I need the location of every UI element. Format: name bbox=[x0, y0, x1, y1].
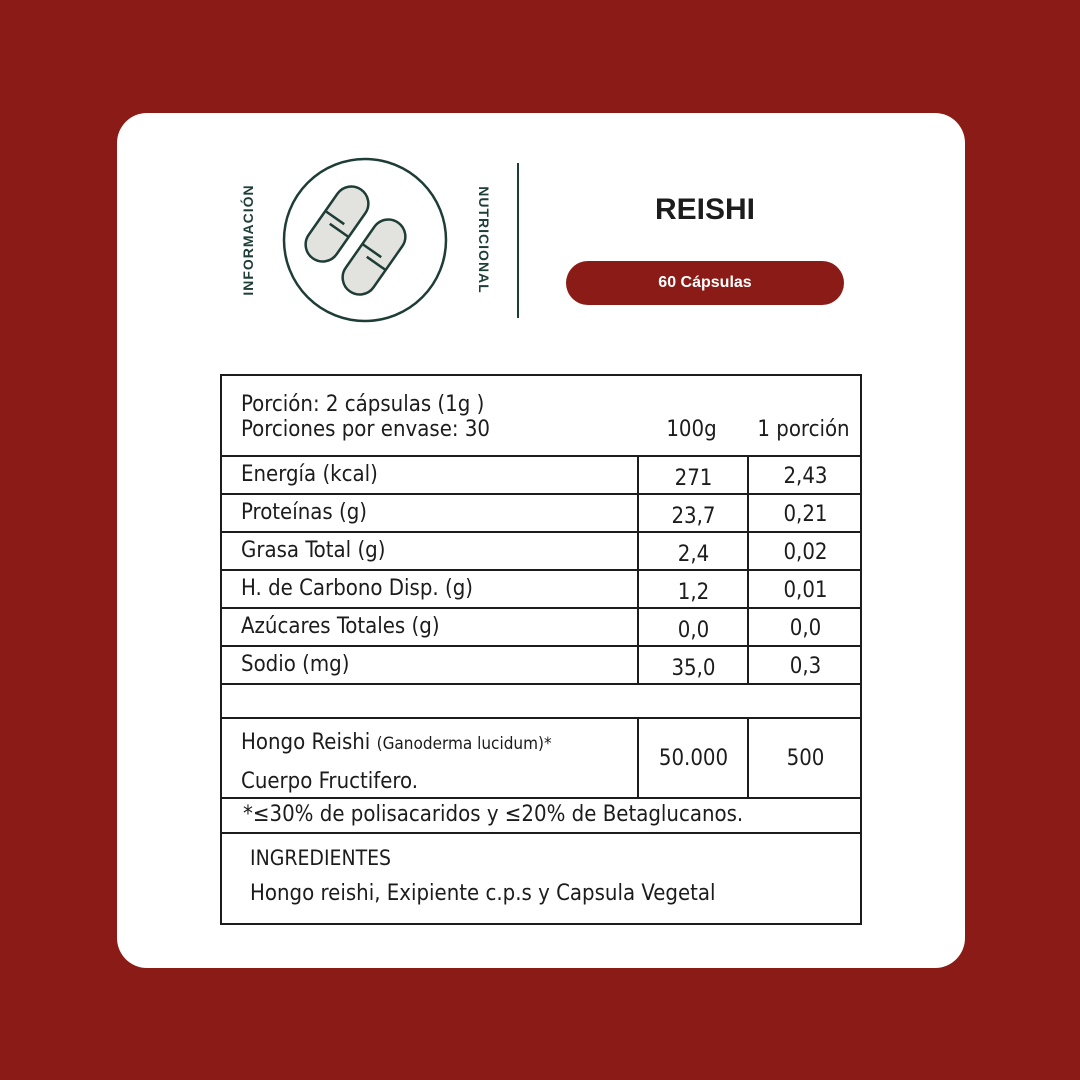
empty-row bbox=[222, 683, 860, 719]
ingredients-title: INGREDIENTES bbox=[250, 846, 392, 870]
value-portion: 0,01 bbox=[747, 571, 862, 607]
nutrient-label: Energía (kcal) bbox=[241, 462, 378, 487]
value-100g: 23,7 bbox=[637, 495, 748, 531]
footnote-row: *≤30% de polisacaridos y ≤20% de Betaglu… bbox=[222, 799, 860, 834]
value-100g: 0,0 bbox=[637, 609, 748, 645]
divider bbox=[517, 163, 519, 318]
capsules-icon bbox=[282, 157, 448, 323]
value-portion: 0,0 bbox=[747, 609, 862, 645]
value-portion: 0,02 bbox=[747, 533, 862, 569]
nutrient-label: Proteínas (g) bbox=[241, 500, 368, 525]
product-title: REISHI bbox=[654, 193, 756, 226]
nutrient-row: Sodio (mg) 35,0 0,3 bbox=[222, 647, 860, 685]
nutrient-label: H. de Carbono Disp. (g) bbox=[241, 576, 474, 601]
nutrition-table: Porción: 2 cápsulas (1g ) Porciones por … bbox=[220, 374, 862, 925]
value-100g: 1,2 bbox=[637, 571, 748, 607]
hongo-row: Hongo Reishi (Ganoderma lucidum)* Cuerpo… bbox=[222, 719, 860, 799]
value-100g: 2,4 bbox=[637, 533, 748, 569]
value-100g: 271 bbox=[637, 457, 748, 493]
value-portion: 2,43 bbox=[747, 457, 862, 493]
nutrient-row: Grasa Total (g) 2,4 0,02 bbox=[222, 533, 860, 571]
hongo-100g: 50.000 bbox=[637, 719, 748, 797]
hongo-part: Cuerpo Fructifero. bbox=[241, 769, 419, 794]
nutricional-label: NUTRICIONAL bbox=[476, 186, 492, 294]
ingredients-list: Hongo reishi, Exipiente c.p.s y Capsula … bbox=[250, 881, 716, 906]
informacion-label: INFORMACIÓN bbox=[240, 184, 256, 296]
value-100g: 35,0 bbox=[637, 647, 748, 683]
nutrient-row: H. de Carbono Disp. (g) 1,2 0,01 bbox=[222, 571, 860, 609]
col-portion: 1 porción bbox=[757, 417, 850, 442]
value-portion: 0,21 bbox=[747, 495, 862, 531]
serving-size: Porción: 2 cápsulas (1g ) bbox=[241, 392, 485, 417]
value-portion: 0,3 bbox=[747, 647, 862, 683]
nutrient-row: Azúcares Totales (g) 0,0 0,0 bbox=[222, 609, 860, 647]
nutrient-row: Energía (kcal) 271 2,43 bbox=[222, 457, 860, 495]
label-card bbox=[117, 113, 965, 968]
capsule-count-badge: 60 Cápsulas bbox=[566, 261, 844, 305]
nutrient-label: Sodio (mg) bbox=[241, 652, 350, 677]
nutrient-label: Grasa Total (g) bbox=[241, 538, 386, 563]
serving-header: Porción: 2 cápsulas (1g ) Porciones por … bbox=[222, 376, 860, 457]
nutrient-row: Proteínas (g) 23,7 0,21 bbox=[222, 495, 860, 533]
hongo-name: Hongo Reishi bbox=[241, 730, 371, 755]
hongo-portion: 500 bbox=[747, 719, 862, 797]
footnote: *≤30% de polisacaridos y ≤20% de Betaglu… bbox=[243, 802, 744, 827]
servings-per-container: Porciones por envase: 30 bbox=[241, 417, 491, 442]
hongo-latin: (Ganoderma lucidum)* bbox=[376, 734, 552, 754]
col-100g: 100g bbox=[666, 417, 717, 442]
nutrient-label: Azúcares Totales (g) bbox=[241, 614, 440, 639]
